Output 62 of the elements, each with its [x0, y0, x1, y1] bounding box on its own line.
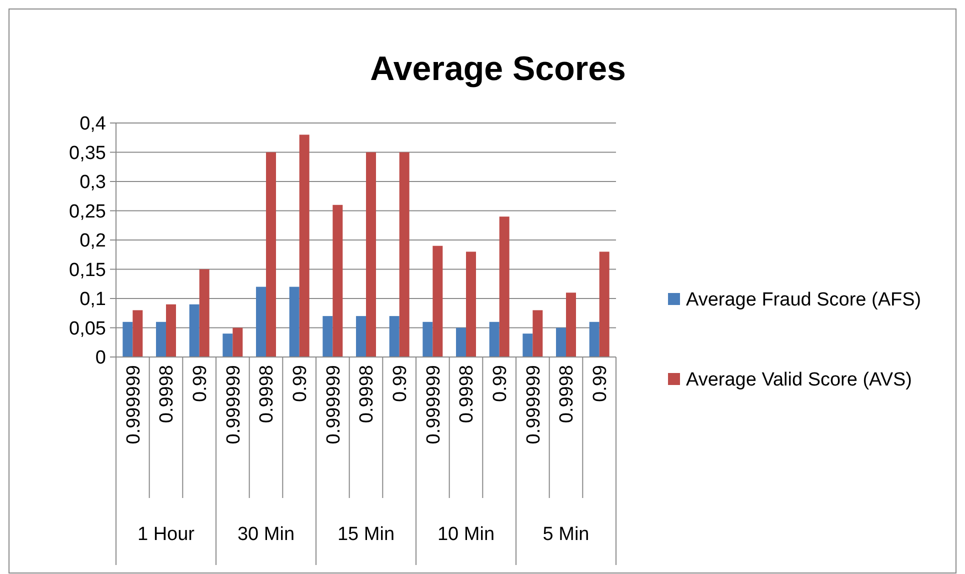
bar [366, 152, 376, 357]
x-tick-label: 0.999999 [423, 365, 444, 444]
bar [399, 152, 410, 357]
bar [532, 310, 543, 357]
bar [266, 152, 276, 357]
y-tick-label: 0,4 [80, 114, 106, 135]
bar [422, 322, 433, 357]
x-tick-label: 0.99 [290, 365, 311, 402]
bar [522, 334, 533, 357]
bar [556, 328, 566, 357]
bar [566, 292, 576, 357]
bar [322, 316, 333, 357]
bar [489, 322, 500, 357]
x-tick-label: 0.999999 [223, 365, 244, 444]
bar [189, 304, 200, 357]
x-tick-label: 0.9998 [356, 365, 378, 424]
bar [299, 134, 310, 357]
x-tick-label: 0.9998 [456, 365, 478, 424]
text: 15 Min [337, 524, 395, 545]
bar [156, 322, 166, 357]
bar [122, 322, 133, 357]
x-tick-label: 0.99 [490, 365, 511, 402]
x-tick-label: 0.999999 [123, 365, 144, 444]
y-tick-label: 0,3 [80, 172, 106, 194]
x-tick-label: 0.999999 [323, 365, 344, 444]
bar [589, 322, 600, 357]
text: 1 Hour [137, 524, 196, 545]
bar [132, 310, 143, 357]
bar [389, 316, 400, 357]
bar [432, 246, 443, 357]
bar [256, 286, 266, 357]
chart-title: Average Scores [370, 50, 626, 88]
x-tick-label: 0.99 [590, 365, 611, 402]
legend-label: Average Fraud Score (AFS) [686, 290, 922, 311]
y-tick-label: 0,2 [80, 230, 106, 252]
legend-label: Average Valid Score (AVS) [686, 370, 912, 391]
y-tick-label: 0,35 [69, 142, 106, 164]
x-tick-label: 0.9998 [256, 365, 278, 424]
bar [499, 216, 510, 357]
y-tick-label: 0,15 [69, 260, 106, 281]
bar [356, 316, 366, 357]
bar [599, 252, 610, 357]
x-tick-label: 0.9998 [156, 365, 178, 424]
bar [289, 286, 300, 357]
bar [166, 304, 176, 357]
bar [466, 252, 476, 357]
y-tick-label: 0,05 [69, 318, 106, 340]
y-tick-label: 0,25 [69, 201, 106, 222]
bar [199, 269, 210, 357]
y-tick-label: 0,1 [80, 289, 106, 310]
x-tick-label: 0.99 [190, 365, 211, 402]
x-tick-label: 0.99 [390, 365, 411, 402]
text: 30 Min [237, 524, 295, 545]
text: 10 Min [437, 524, 495, 545]
x-tick-label: 0.9998 [556, 365, 578, 424]
bar [232, 328, 243, 357]
bar [222, 334, 233, 357]
text: 5 Min [542, 524, 590, 545]
bar [332, 204, 343, 357]
y-tick-label: 0 [95, 348, 106, 369]
bar [456, 328, 466, 357]
x-tick-label: 0.999999 [523, 365, 544, 444]
